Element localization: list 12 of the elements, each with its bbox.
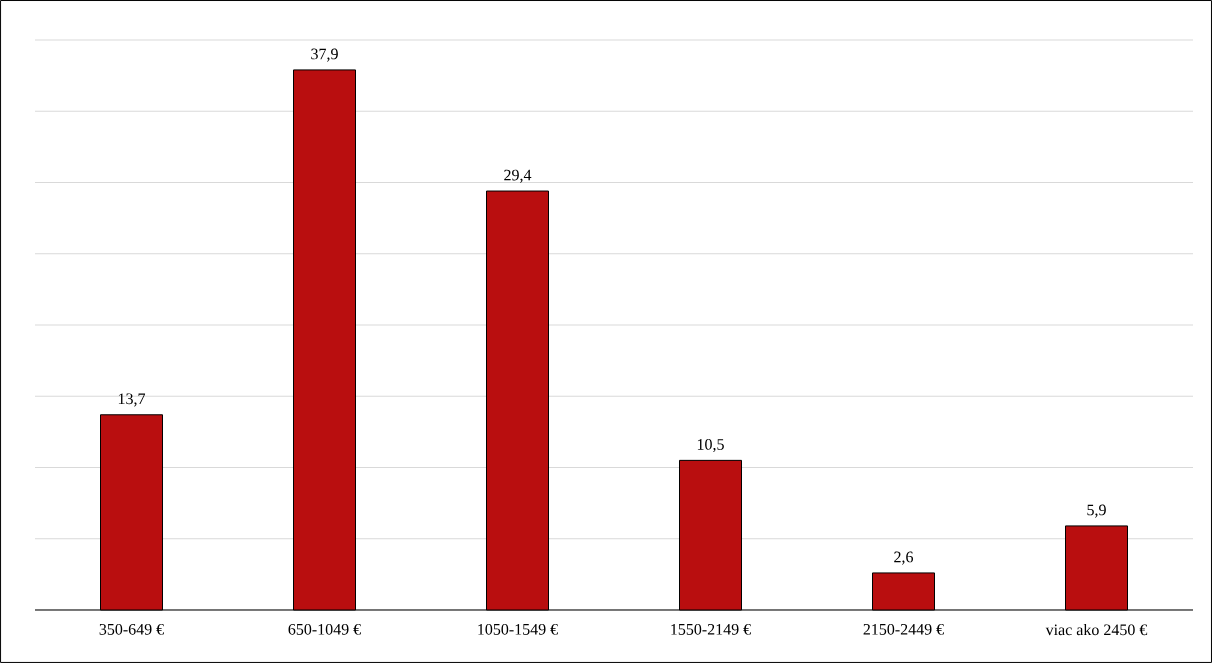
x-tick-label: viac ako 2450 €: [1045, 623, 1148, 636]
x-tick-label: 1550-2149 €: [671, 623, 751, 635]
x-tick-label: 650-1049 €: [288, 623, 361, 635]
data-label: 10,5: [697, 438, 724, 453]
data-label: 29,4: [504, 169, 532, 183]
x-tick-label: 350-649 €: [99, 623, 164, 635]
data-label: 2,6: [894, 551, 914, 565]
data-label: 13,7: [118, 393, 146, 407]
data-label: 37,9: [311, 48, 338, 62]
data-label: 5,9: [1087, 504, 1106, 518]
x-tick-label: 1050-1549 €: [478, 623, 558, 635]
x-tick-label: 2150-2449 €: [863, 623, 944, 635]
